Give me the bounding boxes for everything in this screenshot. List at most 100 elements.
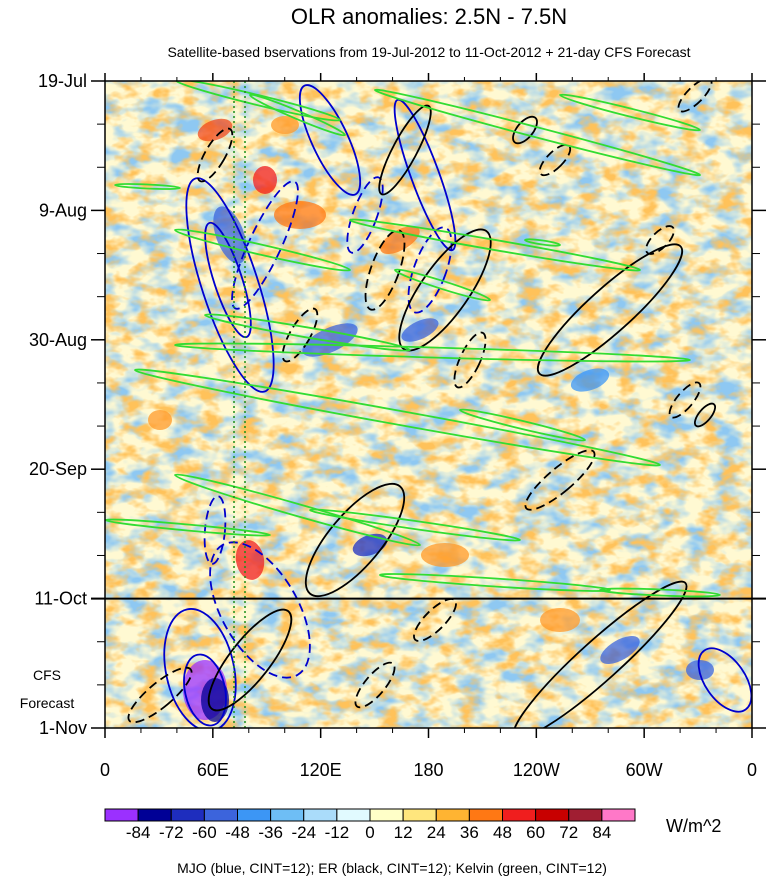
colorbar-label: -84 xyxy=(126,823,151,842)
mjo-contour xyxy=(183,653,227,727)
colorbar-label: 72 xyxy=(559,823,578,842)
er-contour xyxy=(645,225,675,255)
colorbar-label: 24 xyxy=(427,823,446,842)
x-tick-label: 0 xyxy=(100,760,110,780)
mjo-contour xyxy=(231,180,299,310)
kelvin-contour xyxy=(309,508,521,542)
anomaly-blob xyxy=(302,323,358,357)
colorbar-swatch xyxy=(303,808,338,822)
x-tick-label: 120W xyxy=(513,760,560,780)
colorbar-label: -12 xyxy=(325,823,350,842)
colorbar-swatch xyxy=(502,808,537,822)
colorbar-swatch xyxy=(170,808,205,822)
colorbar-label: -60 xyxy=(192,823,217,842)
plot-axes: 0 60E 120E 180 120W 60W 0 19-Jul 9-Aug 30-Aug 20-S… xyxy=(29,71,766,780)
plot-area xyxy=(105,81,752,728)
anomaly-blob xyxy=(540,608,580,632)
er-contour xyxy=(364,229,406,311)
mjo-contour xyxy=(697,647,752,713)
mjo-contour xyxy=(298,84,362,196)
anomaly-blob xyxy=(352,533,388,557)
er-contour xyxy=(378,104,432,196)
colorbar-label: 84 xyxy=(592,823,611,842)
chart-subtitle: Satellite-based bservations from 19-Jul-… xyxy=(167,44,690,60)
er-contour xyxy=(413,598,457,642)
kelvin-contour xyxy=(379,573,611,592)
colorbar-label: -72 xyxy=(159,823,184,842)
colorbar-swatch xyxy=(336,808,371,822)
colorbar-swatch xyxy=(237,808,272,822)
kelvin-contour xyxy=(559,93,701,132)
er-contour xyxy=(453,331,487,389)
colorbar: -84 -72 -60 -48 -36 -24 -12 0 12 24 36 48 60 72 84 xyxy=(104,808,636,842)
anomaly-blob xyxy=(201,678,229,722)
er-contour xyxy=(304,482,406,598)
chart-title: OLR anomalies: 2.5N - 7.5N xyxy=(291,4,567,29)
colorbar-swatch xyxy=(568,808,603,822)
anomaly-blob xyxy=(271,116,299,134)
kelvin-contour xyxy=(249,93,346,137)
forecast-label-line2: Forecast xyxy=(20,695,75,711)
colorbar-label: -24 xyxy=(291,823,316,842)
anomaly-blob xyxy=(600,636,640,664)
y-tick-label: 11-Oct xyxy=(34,589,87,609)
kelvin-contour xyxy=(174,473,421,547)
colorbar-swatch xyxy=(270,808,305,822)
colorbar-swatch xyxy=(535,808,570,822)
mjo-contour xyxy=(346,176,384,254)
colorbar-label: 60 xyxy=(526,823,545,842)
anomaly-blob xyxy=(570,368,610,392)
anomaly-blob xyxy=(421,543,469,567)
y-tick-label: 30-Aug xyxy=(29,330,87,350)
kelvin-contour xyxy=(105,518,271,537)
colorbar-swatch xyxy=(402,808,437,822)
kelvin-contour xyxy=(174,81,341,122)
kelvin-contour xyxy=(459,408,586,442)
wave-contours xyxy=(105,81,752,728)
kelvin-contour xyxy=(174,228,351,272)
er-contour xyxy=(524,449,596,511)
colorbar-label: 12 xyxy=(394,823,413,842)
er-contour xyxy=(668,381,702,419)
kelvin-contour xyxy=(114,183,181,190)
y-tick-label: 19-Jul xyxy=(38,71,87,91)
kelvin-contour xyxy=(524,238,561,247)
colorbar-swatch xyxy=(104,808,139,822)
anomaly-blob xyxy=(380,226,420,254)
mjo-contour xyxy=(203,495,227,565)
er-contour xyxy=(196,127,234,183)
mjo-contour xyxy=(185,177,275,393)
kelvin-contour xyxy=(174,342,691,363)
er-contour xyxy=(281,307,319,363)
colorbar-swatch xyxy=(601,808,636,822)
er-contour xyxy=(127,666,193,724)
mjo-contour xyxy=(407,226,453,314)
footer-caption: MJO (blue, CINT=12); ER (black, CINT=12)… xyxy=(177,860,607,876)
colorbar-label: 0 xyxy=(365,823,374,842)
colorbar-swatch xyxy=(468,808,503,822)
colorbar-swatch xyxy=(203,808,238,822)
er-contour xyxy=(693,402,717,428)
x-tick-label: 60W xyxy=(626,760,663,780)
colorbar-label: -48 xyxy=(225,823,250,842)
kelvin-contour xyxy=(374,88,701,177)
kelvin-contour xyxy=(349,218,641,272)
x-tick-label: 60E xyxy=(197,760,229,780)
anomaly-blob xyxy=(197,118,233,142)
y-tick-label: 1-Nov xyxy=(39,718,87,738)
y-tick-label: 20-Sep xyxy=(29,459,87,479)
anomaly-blob xyxy=(148,410,172,430)
colorbar-swatch xyxy=(369,808,404,822)
kelvin-contour xyxy=(394,268,491,302)
er-contour xyxy=(677,81,713,113)
mjo-contour xyxy=(204,221,252,339)
kelvin-contour xyxy=(134,368,661,467)
x-tick-label: 0 xyxy=(747,760,757,780)
kelvin-contour xyxy=(599,587,721,598)
er-contour xyxy=(538,143,572,177)
mjo-contour xyxy=(393,98,457,252)
colorbar-swatch xyxy=(137,808,172,822)
anomaly-blob xyxy=(253,166,277,194)
x-tick-label: 180 xyxy=(413,760,443,780)
